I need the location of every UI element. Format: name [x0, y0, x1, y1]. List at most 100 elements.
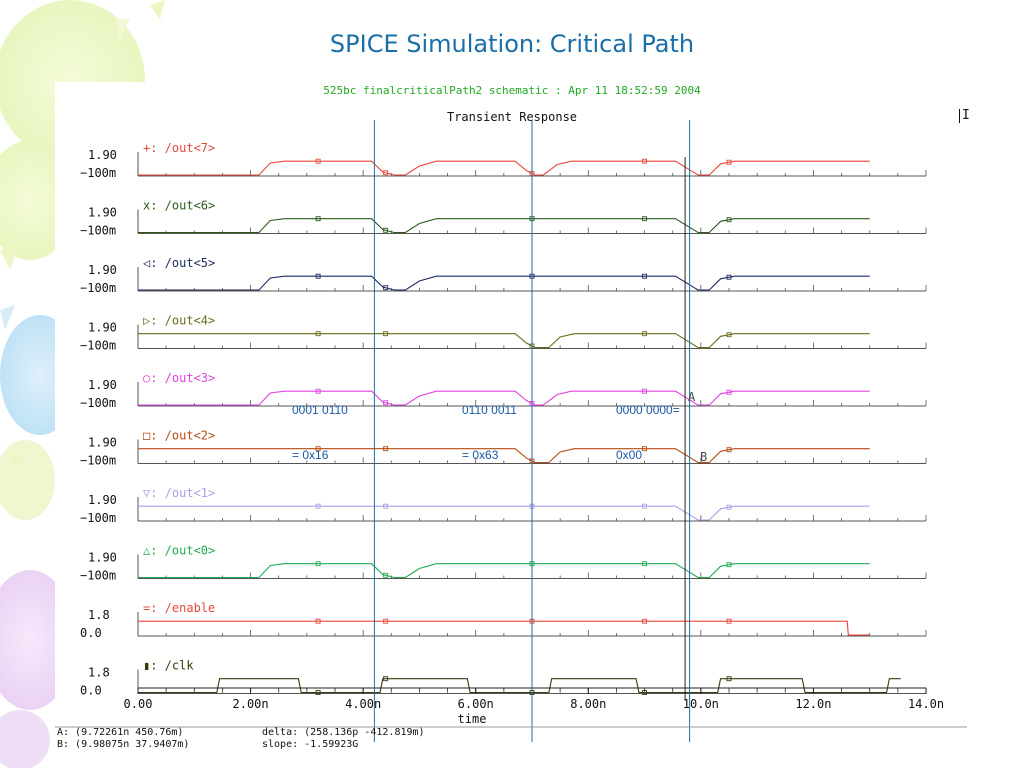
x-tick-label: 8.00n: [570, 697, 606, 711]
series-point: [383, 676, 389, 682]
plot-title: Transient Response: [446, 110, 578, 124]
series-line-out3: [138, 390, 870, 406]
series-line-clk: [138, 678, 901, 694]
yellow-ray: [115, 18, 130, 40]
series-label-out3: ○: /out<3>: [143, 371, 215, 385]
ytick-label-min: −100m: [80, 281, 116, 295]
series-point: [315, 388, 321, 394]
series-point: [726, 217, 732, 223]
annotation-0x16: 0001 0110 = 0x16: [292, 373, 348, 478]
series-label-out4: ▷: /out<4>: [143, 314, 215, 328]
marker-a-label: A: [688, 390, 696, 404]
purple-blob: [0, 710, 50, 768]
window-corner-glyph: I: [959, 109, 970, 123]
annotation-line: 0000 0000=: [616, 403, 680, 417]
blue-ray: [0, 305, 15, 330]
design-header: 525bc finalcriticalPath2 schematic : Apr…: [323, 84, 701, 97]
series-point: [642, 331, 648, 337]
series-label-out1: ▽: /out<1>: [143, 486, 215, 500]
x-tick-label: 12.0n: [795, 697, 831, 711]
ytick-label-min: 0.0: [80, 684, 102, 698]
ytick-label-max: 1.90: [88, 493, 117, 507]
ytick-label-min: −100m: [80, 166, 116, 180]
ytick-label-min: −100m: [80, 569, 116, 583]
readout-b: B: (9.98075n 37.9407m): [57, 739, 190, 750]
series-point: [642, 446, 648, 452]
series-point: [315, 561, 321, 567]
ytick-label-max: 1.90: [88, 321, 117, 335]
x-tick-label: 2.00n: [233, 697, 269, 711]
series-point: [726, 618, 732, 624]
series-point: [726, 447, 732, 453]
series-line-out1: [138, 505, 870, 521]
series-point: [315, 446, 321, 452]
series-label-out5: ◁: /out<5>: [142, 256, 215, 270]
series-point: [726, 332, 732, 338]
series-label-out7: +: /out<7>: [143, 141, 215, 155]
series-point: [383, 285, 389, 291]
annotation-line: = 0x16: [292, 448, 329, 462]
series-point: [642, 503, 648, 509]
x-tick-label: 0.00: [124, 697, 153, 711]
series-line-out5: [138, 275, 870, 291]
ytick-label-min: 0.0: [80, 626, 102, 640]
series-point: [642, 561, 648, 567]
series-line-out0: [138, 563, 870, 579]
yellow-ray: [0, 240, 20, 270]
annotation-line: = 0x63: [462, 448, 499, 462]
series-point: [383, 227, 389, 233]
series-point: [642, 618, 648, 624]
series-point: [383, 170, 389, 176]
series-point: [315, 216, 321, 222]
series-label-enable: =: /enable: [143, 601, 215, 615]
series-point: [315, 503, 321, 509]
series-point: [383, 446, 389, 452]
ytick-label-min: −100m: [80, 224, 116, 238]
series-line-out2: [138, 448, 870, 464]
ytick-label-min: −100m: [80, 454, 116, 468]
series-line-out4: [138, 333, 870, 349]
readout-a: A: (9.72261n 450.76m): [57, 727, 184, 738]
ytick-label-min: −100m: [80, 511, 116, 525]
ytick-label-max: 1.8: [88, 608, 110, 622]
marker-b-label: B: [700, 450, 708, 464]
annotation-line: 0001 0110: [292, 403, 348, 417]
readout-delta: delta: (258.136p -412.819m): [262, 727, 425, 738]
series-point: [383, 618, 389, 624]
ytick-label-max: 1.90: [88, 263, 117, 277]
series-point: [383, 503, 389, 509]
series-line-out7: [138, 160, 870, 176]
series-label-out0: △: /out<0>: [143, 544, 215, 558]
ytick-label-max: 1.90: [88, 436, 117, 450]
series-point: [726, 562, 732, 568]
ytick-label-max: 1.8: [88, 666, 110, 680]
series-point: [726, 504, 732, 510]
annotation-line: 0x00: [616, 448, 643, 462]
x-tick-label: 10.0n: [683, 697, 719, 711]
series-point: [315, 618, 321, 624]
ytick-label-min: −100m: [80, 339, 116, 353]
series-label-out6: x: /out<6>: [143, 199, 215, 213]
series-point: [726, 389, 732, 395]
annotation-line: 0110 0011: [462, 403, 517, 417]
series-point: [726, 159, 732, 165]
readout-slope: slope: -1.59923G: [262, 739, 359, 750]
annotation-0x63: 0110 0011 = 0x63: [462, 373, 517, 478]
series-point: [383, 331, 389, 337]
series-point: [642, 388, 648, 394]
annotation-0x00: 0000 0000= 0x00: [616, 373, 680, 478]
yellow-ray: [150, 0, 165, 20]
ytick-label-max: 1.90: [88, 551, 117, 565]
series-point: [642, 273, 648, 279]
series-point: [726, 274, 732, 280]
x-axis-label: time: [458, 712, 487, 726]
series-label-clk: ▮: /clk: [143, 659, 194, 673]
x-tick-label: 4.00n: [345, 697, 381, 711]
ytick-label-max: 1.90: [88, 206, 117, 220]
series-point: [315, 158, 321, 164]
series-point: [315, 273, 321, 279]
yellow-ray: [10, 450, 25, 470]
series-point: [726, 676, 732, 682]
series-line-enable: [138, 620, 870, 636]
